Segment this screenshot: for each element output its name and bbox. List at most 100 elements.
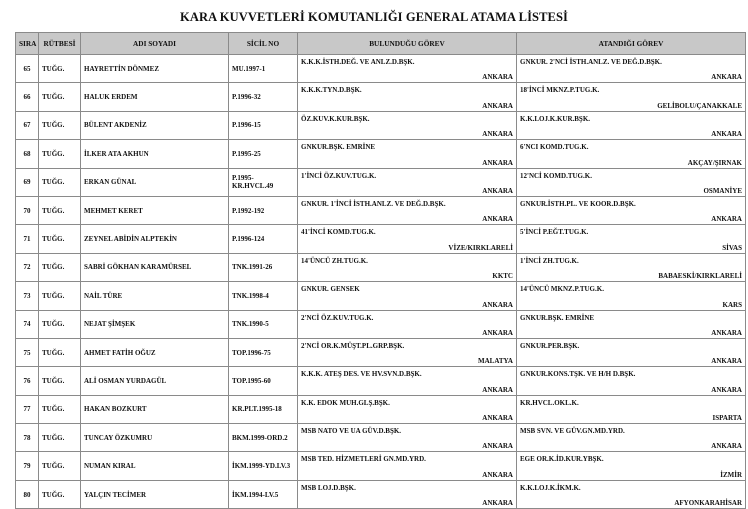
assigned-post-unit: K.K.LOJ.K.KUR.BŞK. [520,114,591,123]
assigned-post-cell: KR.HVCL.OKL.K. ISPARTA [516,394,746,425]
column-header-assigned-post: ATANDIĞI GÖREV [516,32,746,55]
current-post-city: ANKARA [482,328,513,337]
assigned-post-cell: K.K.LOJ.K.KUR.BŞK. ANKARA [516,110,746,141]
current-post-cell: ÖZ.KUV.K.KUR.BŞK. ANKARA [297,110,517,141]
assigned-post-city: AFYONKARAHİSAR [674,499,742,508]
assigned-post-unit: 1'İNCİ ZH.TUG.K. [520,256,579,265]
row-number: 76 [15,366,39,396]
assigned-post-city: ANKARA [711,357,742,366]
rank-cell: TUĞG. [38,167,81,197]
row-number: 71 [15,224,39,254]
rank-cell: TUĞG. [38,394,81,425]
assigned-post-unit: GNKUR.BŞK. EMRİNE [520,313,595,322]
current-post-unit: 2'NCİ ÖZ.KUV.TUG.K. [301,313,374,322]
rank-cell: TUĞG. [38,139,81,169]
table-row: 69 TUĞG. ERKAN GÜNAL P.1995-KR.HVCL.49 1'İNC… [15,167,746,197]
sicil-cell: İKM.1994-LV.5 [228,479,298,509]
current-post-cell: K.K. EDOK MUH.GLŞ.BŞK. ANKARA [297,394,517,425]
rank-cell: TUĞG. [38,451,81,481]
current-post-cell: GNKUR.BŞK. EMRİNE ANKARA [297,139,517,169]
assigned-post-cell: GNKUR. 2'NCİ İSTH.ANLZ. VE DEĞ.D.BŞK. ANK… [516,53,746,84]
current-post-city: ANKARA [482,470,513,479]
row-number: 80 [15,479,39,509]
current-post-city: ANKARA [482,414,513,423]
current-post-city: ANKARA [482,186,513,195]
assigned-post-cell: GNKUR.PER.BŞK. ANKARA [516,337,746,368]
current-post-unit: K.K.K.İSTH.DEĞ. VE ANLZ.D.BŞK. [301,58,415,66]
name-cell: ALİ OSMAN YURDAGÜL [80,366,229,396]
column-header-rutbe: RÜTBESİ [38,32,81,55]
rank-cell: TUĞG. [38,195,81,226]
sicil-cell: TOP.1996-75 [228,337,298,368]
current-post-unit: MSB NATO VE UA GÜV.D.BŞK. [301,427,402,436]
current-post-cell: MSB TED. HİZMETLERİ GN.MD.YRD. ANKARA [297,451,517,481]
sicil-cell: TNK.1991-26 [228,252,298,283]
current-post-city: ANKARA [482,73,513,82]
current-post-city: ANKARA [482,101,513,110]
rank-cell: TUĞG. [38,53,81,84]
assigned-post-cell: 18'İNCİ MKNZ.P.TUG.K. GELİBOLU/ÇANAKKALE [516,82,746,112]
assigned-post-cell: 1'İNCİ ZH.TUG.K. BABAESKİ/KIRKLARELİ [516,252,746,283]
current-post-unit: K.K. EDOK MUH.GLŞ.BŞK. [301,398,390,407]
assigned-post-unit: 5'İNCİ P.EĞT.TUG.K. [520,228,589,237]
assigned-post-unit: GNKUR.KONS.TŞK. VE H/H D.BŞK. [520,370,636,379]
current-post-unit: MSB LOJ.D.BŞK. [301,483,356,492]
current-post-cell: GNKUR. GENSEK ANKARA [297,281,517,311]
assigned-post-city: OSMANİYE [703,186,742,195]
current-post-city: ANKARA [482,158,513,167]
name-cell: AHMET FATİH OĞUZ [80,337,229,368]
name-cell: BÜLENT AKDENİZ [80,110,229,141]
sicil-cell: TOP.1995-60 [228,366,298,396]
assigned-post-city: İZMİR [720,470,742,479]
table-row: 79 TUĞG. NUMAN KIRAL İKM.1999-YD.LV.3 MSB TE… [15,451,746,481]
assigned-post-cell: 14'ÜNCÜ MKNZ.P.TUG.K. KARS [516,281,746,311]
table-row: 76 TUĞG. ALİ OSMAN YURDAGÜL TOP.1995-60 K.K.… [15,366,746,396]
current-post-cell: 14'ÜNCÜ ZH.TUG.K. KKTC [297,252,517,283]
sicil-cell: TNK.1998-4 [228,281,298,311]
assigned-post-unit: GNKUR.İSTH.PL. VE KOOR.D.BŞK. [520,199,636,208]
current-post-unit: 14'ÜNCÜ ZH.TUG.K. [301,256,368,265]
current-post-cell: GNKUR. 1'İNCİ İSTH.ANLZ. VE DEĞ.D.BŞK. AN… [297,195,517,226]
row-number: 70 [15,195,39,226]
assigned-post-unit: 14'ÜNCÜ MKNZ.P.TUG.K. [520,285,604,294]
rank-cell: TUĞG. [38,252,81,283]
row-number: 78 [15,423,39,453]
row-number: 69 [15,167,39,197]
assigned-post-city: ANKARA [711,73,742,82]
table-row: 72 TUĞG. SABRİ GÖKHAN KARAMÜRSEL TNK.1991-2… [15,252,746,283]
sicil-cell: P.1996-124 [228,224,298,254]
current-post-cell: K.K.K.TYN.D.BŞK. ANKARA [297,82,517,112]
rank-cell: TUĞG. [38,110,81,141]
assigned-post-cell: K.K.LOJ.K.İKM.K. AFYONKARAHİSAR [516,479,746,509]
assigned-post-city: ANKARA [711,130,742,139]
assigned-post-cell: 12'NCİ KOMD.TUG.K. OSMANİYE [516,167,746,197]
table-row: 70 TUĞG. MEHMET KERET P.1992-192 GNKUR. 1'İN… [15,195,746,226]
current-post-city: ANKARA [482,499,513,508]
column-header-name: ADI SOYADI [80,32,229,55]
current-post-unit: 41'İNCİ KOMD.TUG.K. [301,228,376,237]
assigned-post-unit: 18'İNCİ MKNZ.P.TUG.K. [520,86,600,95]
table-header-row: SIRA RÜTBESİ ADI SOYADI SİCİL NO BULUNDU… [15,32,746,55]
current-post-unit: ÖZ.KUV.K.KUR.BŞK. [301,114,370,123]
assigned-post-cell: GNKUR.KONS.TŞK. VE H/H D.BŞK. ANKARA [516,366,746,396]
rank-cell: TUĞG. [38,82,81,112]
current-post-city: ANKARA [482,442,513,451]
name-cell: MEHMET KERET [80,195,229,226]
rank-cell: TUĞG. [38,337,81,368]
name-cell: HAYRETTİN DÖNMEZ [80,53,229,84]
rank-cell: TUĞG. [38,479,81,509]
rank-cell: TUĞG. [38,281,81,311]
sicil-cell: P.1992-192 [228,195,298,226]
current-post-unit: GNKUR.BŞK. EMRİNE [301,143,376,152]
row-number: 74 [15,309,39,339]
table-row: 77 TUĞG. HAKAN BOZKURT KR.PLT.1995-18 K.K. E… [15,394,746,425]
sicil-cell: MU.1997-1 [228,53,298,84]
table-row: 73 TUĞG. NAİL TÜRE TNK.1998-4 GNKUR. GENSEK A… [15,281,746,311]
current-post-unit: 2'NCİ OR.K.MÜŞT.PL.GRP.BŞK. [301,341,405,350]
table-row: 67 TUĞG. BÜLENT AKDENİZ P.1996-15 ÖZ.KUV.K.K… [15,110,746,141]
current-post-cell: MSB LOJ.D.BŞK. ANKARA [297,479,517,509]
name-cell: NUMAN KIRAL [80,451,229,481]
assigned-post-cell: 5'İNCİ P.EĞT.TUG.K. SİVAS [516,224,746,254]
current-post-cell: MSB NATO VE UA GÜV.D.BŞK. ANKARA [297,423,517,453]
row-number: 68 [15,139,39,169]
